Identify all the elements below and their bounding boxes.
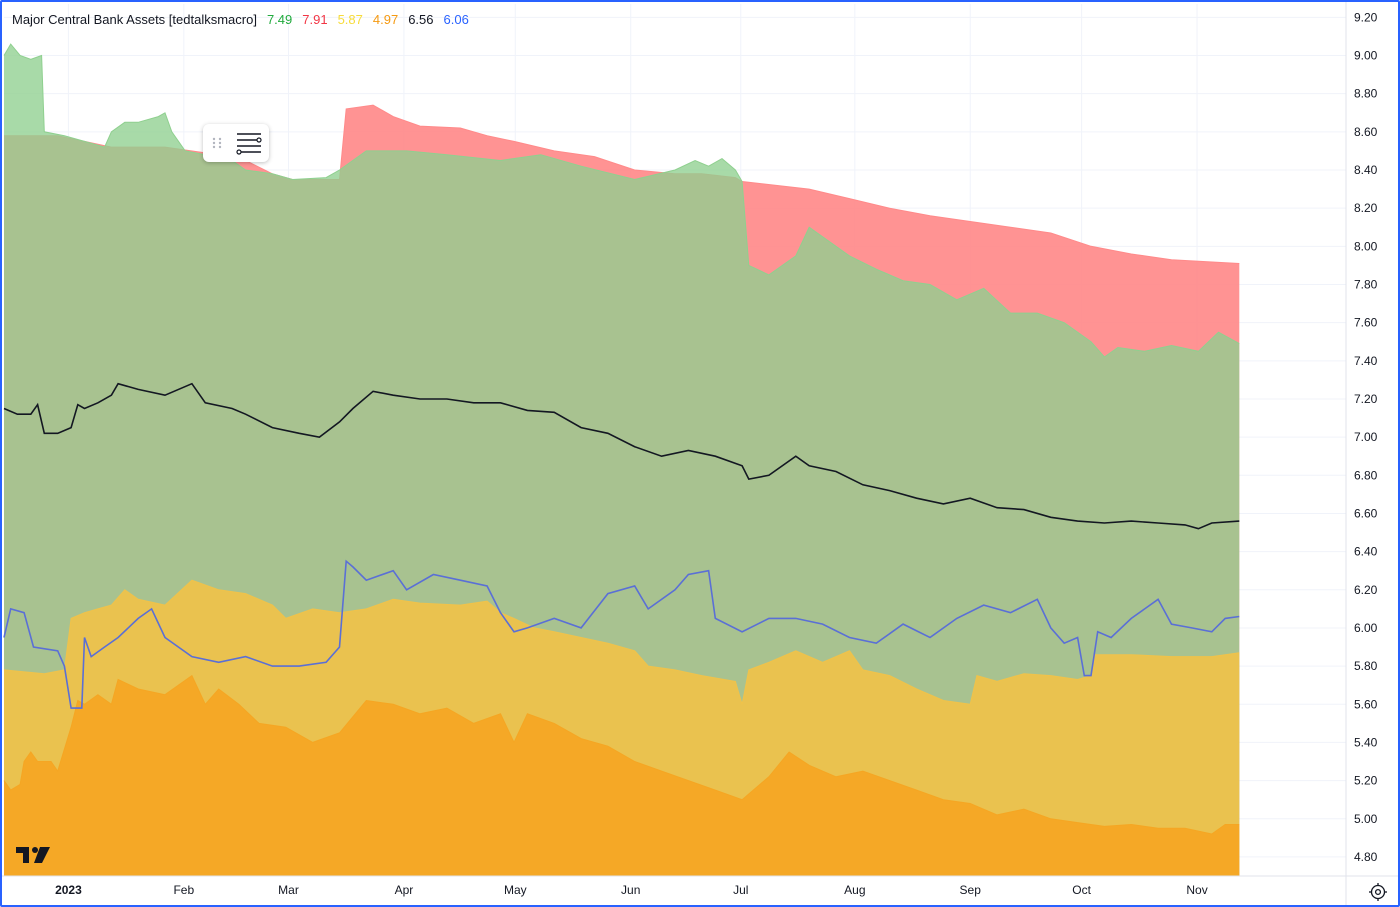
- legend-value-red: 7.91: [302, 12, 328, 27]
- y-tick-label-11: 7.00: [1354, 430, 1378, 444]
- legend-title[interactable]: Major Central Bank Assets [tedtalksmacro…: [12, 12, 257, 27]
- drag-handle-icon[interactable]: [211, 136, 223, 150]
- y-tick-label-5: 8.20: [1354, 201, 1378, 215]
- series-line-3: [3, 674, 1240, 835]
- x-tick-label-6: Jul: [733, 883, 748, 897]
- x-tick-label-9: Oct: [1072, 883, 1091, 897]
- x-tick-label-2: Mar: [278, 883, 299, 897]
- y-tick-label-17: 5.80: [1354, 659, 1378, 673]
- legend-value-yellow: 5.87: [337, 12, 363, 27]
- y-tick-label-18: 5.60: [1354, 697, 1378, 711]
- x-tick-label-1: Feb: [173, 883, 194, 897]
- x-tick-label-5: Jun: [621, 883, 640, 897]
- y-tick-label-14: 6.40: [1354, 545, 1378, 559]
- y-tick-label-7: 7.80: [1354, 277, 1378, 291]
- x-tick-label-0: 2023: [55, 883, 82, 897]
- y-tick-label-6: 8.00: [1354, 239, 1378, 253]
- y-tick-label-0: 9.20: [1354, 10, 1378, 24]
- legend-value-green: 7.49: [266, 12, 293, 27]
- y-tick-label-19: 5.40: [1354, 735, 1378, 749]
- y-tick-label-15: 6.20: [1354, 583, 1378, 597]
- x-tick-label-4: May: [504, 883, 527, 897]
- series-toolbar: [203, 124, 269, 162]
- series-line-2: [3, 579, 1240, 705]
- y-tick-label-13: 6.60: [1354, 506, 1378, 520]
- y-tick-label-1: 9.00: [1354, 49, 1378, 63]
- y-tick-label-4: 8.40: [1354, 163, 1378, 177]
- y-tick-label-10: 7.20: [1354, 392, 1378, 406]
- series-line-4: [3, 382, 1240, 530]
- y-tick-label-9: 7.40: [1354, 354, 1378, 368]
- series-line-1: [3, 43, 1240, 358]
- legend-value-blue: 6.06: [443, 12, 469, 27]
- series-settings-icon[interactable]: [233, 130, 265, 156]
- legend: Major Central Bank Assets [tedtalksmacro…: [12, 12, 469, 27]
- y-tick-label-16: 6.00: [1354, 621, 1378, 635]
- legend-value-orange: 4.97: [372, 12, 399, 27]
- x-tick-label-7: Aug: [844, 883, 865, 897]
- y-tick-label-22: 4.80: [1354, 850, 1378, 864]
- legend-value-black: 6.56: [408, 12, 434, 27]
- y-tick-label-2: 8.80: [1354, 87, 1378, 101]
- x-tick-label-10: Nov: [1186, 883, 1207, 897]
- y-tick-label-21: 5.00: [1354, 812, 1378, 826]
- x-tick-label-3: Apr: [395, 883, 414, 897]
- series-area-3: [4, 675, 1240, 876]
- y-tick-label-3: 8.60: [1354, 125, 1378, 139]
- tradingview-logo-icon[interactable]: [14, 844, 52, 866]
- x-tick-label-8: Sep: [960, 883, 982, 897]
- series-line-5: [3, 559, 1240, 709]
- y-tick-label-8: 7.60: [1354, 316, 1378, 330]
- chart-settings-icon[interactable]: [1368, 882, 1388, 902]
- y-tick-label-20: 5.20: [1354, 774, 1378, 788]
- y-tick-label-12: 6.80: [1354, 468, 1378, 482]
